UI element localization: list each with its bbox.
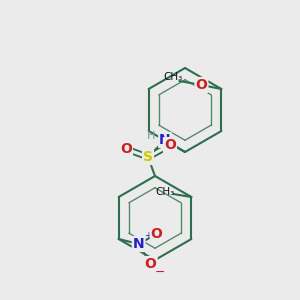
Text: N: N xyxy=(159,133,171,147)
Text: +: + xyxy=(144,231,152,241)
Text: O: O xyxy=(195,78,207,92)
Text: S: S xyxy=(143,150,153,164)
Text: H: H xyxy=(147,131,155,141)
Text: O: O xyxy=(164,138,176,152)
Text: CH₃: CH₃ xyxy=(156,187,175,197)
Text: −: − xyxy=(154,266,165,278)
Text: CH₃: CH₃ xyxy=(164,72,183,82)
Text: O: O xyxy=(120,142,132,156)
Text: O: O xyxy=(145,257,157,271)
Text: O: O xyxy=(151,227,163,241)
Text: N: N xyxy=(133,237,144,251)
